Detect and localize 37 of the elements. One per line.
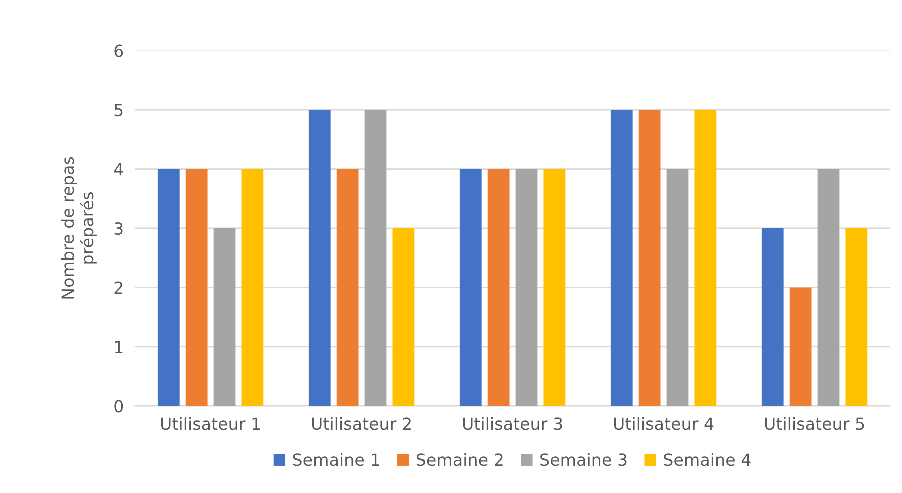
bar [364, 110, 387, 406]
legend-label: Semaine 4 [664, 453, 751, 466]
y-tick-label: 2 [114, 282, 123, 294]
x-tick-label: Utilisateur 3 [463, 417, 562, 430]
bar [666, 169, 689, 406]
bar [638, 110, 661, 406]
bar [516, 169, 538, 406]
bar [158, 169, 180, 406]
x-tick-label: Utilisateur 4 [614, 417, 714, 430]
x-tick-label: Utilisateur 5 [765, 417, 864, 430]
bar [186, 169, 208, 406]
bar [818, 169, 840, 406]
legend-label: Semaine 2 [416, 453, 503, 466]
x-tick-label: Utilisateur 1 [161, 417, 260, 430]
y-tick-label: 5 [114, 104, 123, 117]
y-axis-title: Nombre de repas préparés [61, 157, 97, 299]
bar [544, 169, 566, 406]
bar [214, 228, 236, 406]
bar [392, 228, 415, 406]
bar [790, 288, 812, 406]
bar [762, 228, 784, 406]
bar [460, 169, 482, 406]
x-tick-label: Utilisateur 2 [312, 417, 411, 430]
bar [610, 110, 633, 406]
legend-label: Semaine 1 [293, 453, 380, 466]
bar [694, 110, 717, 406]
bar [846, 228, 868, 406]
legend-label: Semaine 3 [540, 453, 627, 466]
y-tick-label: 3 [114, 222, 123, 236]
y-tick-label: 4 [114, 163, 124, 176]
bar [488, 169, 510, 406]
y-tick-label: 1 [115, 341, 123, 354]
y-tick-label: 6 [114, 44, 124, 58]
y-tick-label: 0 [114, 400, 124, 413]
bar [242, 169, 264, 406]
bar [336, 169, 359, 406]
bar [308, 110, 331, 406]
